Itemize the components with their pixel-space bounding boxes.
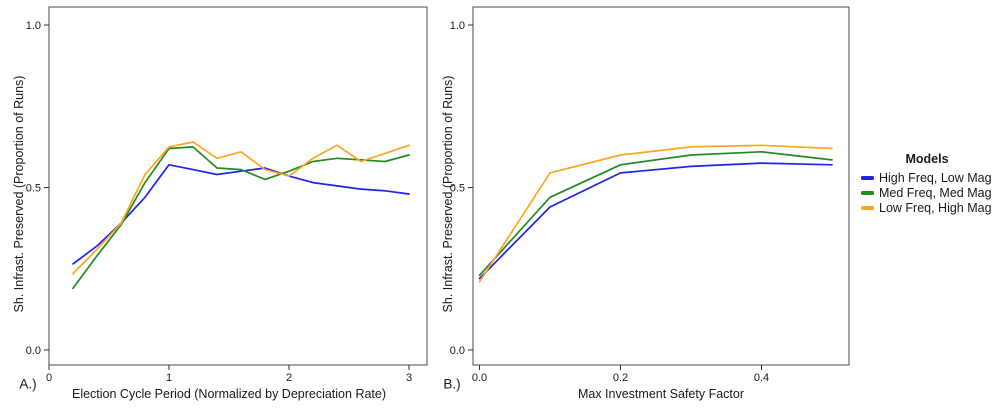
svg-text:0.5: 0.5 — [26, 183, 41, 195]
svg-text:0: 0 — [46, 372, 52, 384]
legend-item-label: Med Freq, Med Mag — [879, 186, 992, 201]
legend-item: Low Freq, High Mag — [861, 200, 993, 215]
panel-a-tag: A.) — [19, 376, 37, 392]
svg-text:1: 1 — [166, 372, 172, 384]
legend-item-label: Low Freq, High Mag — [879, 200, 992, 215]
panel-b-x-axis-title: Max Investment Safety Factor — [577, 387, 745, 401]
legend-swatch-low-freq-high-mag-icon — [861, 205, 874, 210]
legend-item-label: High Freq, Low Mag — [879, 171, 992, 186]
svg-text:2: 2 — [286, 372, 292, 384]
panel-b-y-axis-title: Sh. Infrast. Preserved (Proportion of Ru… — [441, 75, 455, 313]
svg-text:0.0: 0.0 — [26, 345, 41, 357]
legend-swatch-high-freq-low-mag-icon — [861, 176, 874, 181]
legend: Models High Freq, Low Mag Med Freq, Med … — [861, 152, 993, 215]
svg-text:1.0: 1.0 — [450, 20, 465, 32]
panel-b-tag: B.) — [443, 376, 461, 392]
svg-text:0.4: 0.4 — [754, 372, 769, 384]
panel-a-x-axis-title: Election Cycle Period (Normalized by Dep… — [71, 387, 387, 401]
legend-item: Med Freq, Med Mag — [861, 186, 993, 201]
legend-title: Models — [905, 152, 949, 166]
legend-item: High Freq, Low Mag — [861, 171, 993, 186]
svg-text:0.0: 0.0 — [450, 345, 465, 357]
svg-text:3: 3 — [406, 372, 412, 384]
svg-text:0.2: 0.2 — [613, 372, 628, 384]
svg-text:0.0: 0.0 — [472, 372, 487, 384]
svg-text:1.0: 1.0 — [26, 20, 41, 32]
legend-swatch-med-freq-med-mag-icon — [861, 191, 874, 196]
panel-a-y-axis-title: Sh. Infrast. Preserved (Proportion of Ru… — [12, 75, 26, 313]
svg-text:0.5: 0.5 — [450, 183, 465, 195]
